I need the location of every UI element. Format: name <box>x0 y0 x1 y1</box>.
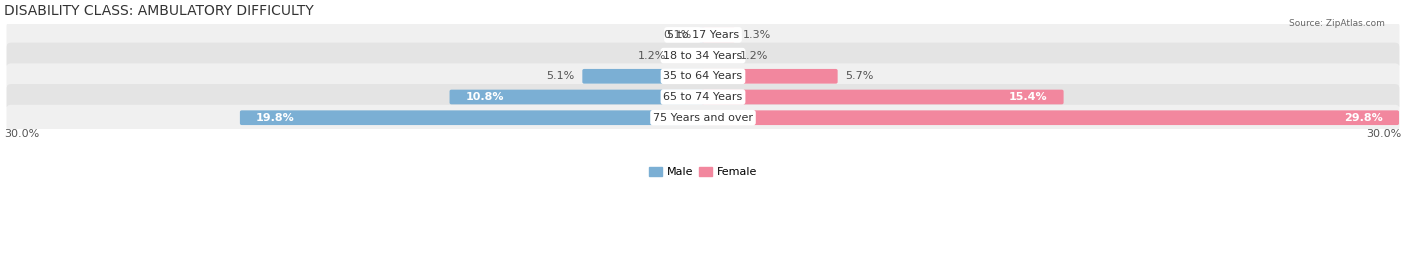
FancyBboxPatch shape <box>702 90 1063 104</box>
Text: DISABILITY CLASS: AMBULATORY DIFFICULTY: DISABILITY CLASS: AMBULATORY DIFFICULTY <box>4 4 314 18</box>
Text: 29.8%: 29.8% <box>1344 113 1384 123</box>
Text: 30.0%: 30.0% <box>4 129 39 139</box>
FancyBboxPatch shape <box>240 110 704 125</box>
FancyBboxPatch shape <box>673 48 704 63</box>
Text: Source: ZipAtlas.com: Source: ZipAtlas.com <box>1289 19 1385 28</box>
Text: 19.8%: 19.8% <box>256 113 294 123</box>
Text: 65 to 74 Years: 65 to 74 Years <box>664 92 742 102</box>
FancyBboxPatch shape <box>7 43 1399 69</box>
Legend: Male, Female: Male, Female <box>644 162 762 182</box>
Text: 0.1%: 0.1% <box>664 30 692 40</box>
Text: 15.4%: 15.4% <box>1010 92 1047 102</box>
FancyBboxPatch shape <box>702 69 838 84</box>
Text: 30.0%: 30.0% <box>1367 129 1402 139</box>
FancyBboxPatch shape <box>582 69 704 84</box>
Text: 1.2%: 1.2% <box>637 51 665 61</box>
Text: 10.8%: 10.8% <box>465 92 503 102</box>
Text: 1.2%: 1.2% <box>741 51 769 61</box>
Text: 5.7%: 5.7% <box>845 71 873 81</box>
FancyBboxPatch shape <box>7 105 1399 131</box>
FancyBboxPatch shape <box>699 28 704 42</box>
FancyBboxPatch shape <box>7 22 1399 48</box>
FancyBboxPatch shape <box>702 110 1399 125</box>
Text: 75 Years and over: 75 Years and over <box>652 113 754 123</box>
Text: 1.3%: 1.3% <box>742 30 770 40</box>
FancyBboxPatch shape <box>7 84 1399 110</box>
FancyBboxPatch shape <box>702 28 735 42</box>
Text: 35 to 64 Years: 35 to 64 Years <box>664 71 742 81</box>
FancyBboxPatch shape <box>450 90 704 104</box>
FancyBboxPatch shape <box>702 48 733 63</box>
Text: 5.1%: 5.1% <box>547 71 575 81</box>
Text: 5 to 17 Years: 5 to 17 Years <box>666 30 740 40</box>
Text: 18 to 34 Years: 18 to 34 Years <box>664 51 742 61</box>
FancyBboxPatch shape <box>7 63 1399 89</box>
